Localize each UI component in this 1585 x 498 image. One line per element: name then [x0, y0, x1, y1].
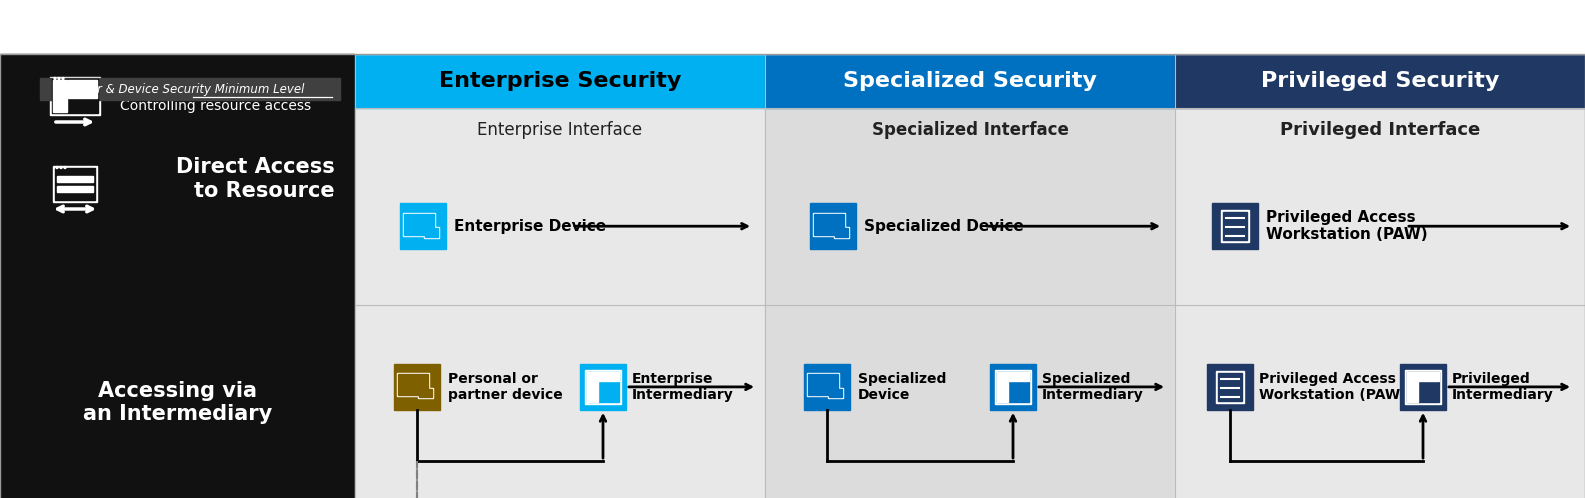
Bar: [997, 372, 1029, 381]
Bar: [398, 374, 428, 395]
Circle shape: [55, 166, 59, 168]
Bar: [1406, 372, 1439, 381]
Bar: [398, 374, 428, 396]
Text: Enterprise Interface: Enterprise Interface: [477, 121, 642, 139]
Bar: [1406, 372, 1439, 402]
Bar: [1208, 364, 1254, 410]
Text: Privileged Access
Workstation (PAW): Privileged Access Workstation (PAW): [1266, 210, 1428, 243]
Bar: [425, 228, 437, 237]
Circle shape: [63, 166, 67, 168]
Bar: [395, 364, 441, 410]
Bar: [1220, 210, 1249, 243]
Text: Specialized Interface: Specialized Interface: [872, 121, 1068, 139]
Bar: [586, 372, 620, 381]
Bar: [766, 108, 1174, 305]
Bar: [399, 203, 445, 249]
Circle shape: [54, 78, 55, 80]
Bar: [57, 186, 94, 192]
Bar: [52, 166, 97, 202]
Bar: [425, 227, 439, 238]
Bar: [829, 389, 842, 397]
Bar: [997, 372, 1029, 402]
Bar: [1174, 54, 1585, 108]
Text: Personal or
partner device: Personal or partner device: [449, 372, 563, 402]
Bar: [55, 168, 95, 200]
Bar: [0, 54, 1585, 498]
Text: Privileged
Intermediary: Privileged Intermediary: [1452, 372, 1553, 402]
Bar: [827, 388, 843, 398]
Bar: [1216, 371, 1244, 403]
Text: Enterprise Security: Enterprise Security: [439, 71, 682, 91]
Bar: [1406, 381, 1419, 402]
Bar: [813, 213, 845, 236]
Bar: [808, 374, 837, 395]
Bar: [355, 0, 766, 54]
Text: Specialized Device: Specialized Device: [864, 219, 1024, 234]
Bar: [40, 78, 341, 100]
Text: Specialized
Intermediary: Specialized Intermediary: [1041, 372, 1144, 402]
Text: Privileged Security: Privileged Security: [1260, 71, 1499, 91]
Bar: [810, 203, 856, 249]
Bar: [586, 381, 599, 402]
Bar: [804, 364, 850, 410]
Text: Specialized
Device: Specialized Device: [857, 372, 946, 402]
Circle shape: [59, 78, 60, 80]
Bar: [0, 0, 355, 54]
Circle shape: [62, 78, 63, 80]
Text: Enterprise
Intermediary: Enterprise Intermediary: [632, 372, 734, 402]
Bar: [52, 79, 98, 113]
Bar: [1174, 108, 1585, 305]
Bar: [68, 80, 97, 98]
Bar: [991, 364, 1037, 410]
Bar: [355, 54, 766, 108]
Text: Enterprise Device: Enterprise Device: [453, 219, 605, 234]
Bar: [52, 80, 67, 112]
Text: Interface: Interface: [120, 78, 233, 98]
Bar: [355, 108, 766, 305]
Bar: [1222, 212, 1247, 241]
Bar: [997, 381, 1008, 402]
Bar: [586, 372, 620, 402]
Bar: [580, 364, 626, 410]
Bar: [1213, 203, 1258, 249]
Bar: [51, 77, 100, 115]
Bar: [995, 370, 1032, 404]
Bar: [835, 228, 848, 237]
Bar: [766, 0, 1174, 54]
Text: Privileged Access
Workstation (PAW): Privileged Access Workstation (PAW): [1258, 372, 1406, 402]
Text: Direct Access
to Resource: Direct Access to Resource: [176, 157, 334, 201]
Bar: [766, 305, 1174, 498]
Bar: [1400, 364, 1446, 410]
Bar: [418, 388, 433, 398]
Bar: [355, 305, 766, 498]
Bar: [418, 389, 431, 397]
Bar: [1404, 370, 1441, 404]
Bar: [403, 213, 434, 236]
Text: Controlling resource access: Controlling resource access: [120, 99, 311, 113]
Bar: [1217, 373, 1243, 401]
Bar: [585, 370, 621, 404]
Bar: [0, 54, 355, 498]
Bar: [57, 176, 94, 182]
Bar: [815, 214, 843, 235]
Text: Privileged Interface: Privileged Interface: [1279, 121, 1480, 139]
Text: Specialized Security: Specialized Security: [843, 71, 1097, 91]
Circle shape: [60, 166, 62, 168]
Text: User & Device Security Minimum Level: User & Device Security Minimum Level: [76, 83, 304, 96]
Bar: [404, 214, 434, 235]
Bar: [766, 54, 1174, 108]
Bar: [834, 227, 848, 238]
Bar: [807, 374, 838, 396]
Bar: [1174, 305, 1585, 498]
Text: Accessing via
an Intermediary: Accessing via an Intermediary: [82, 381, 273, 424]
Bar: [1174, 0, 1585, 54]
